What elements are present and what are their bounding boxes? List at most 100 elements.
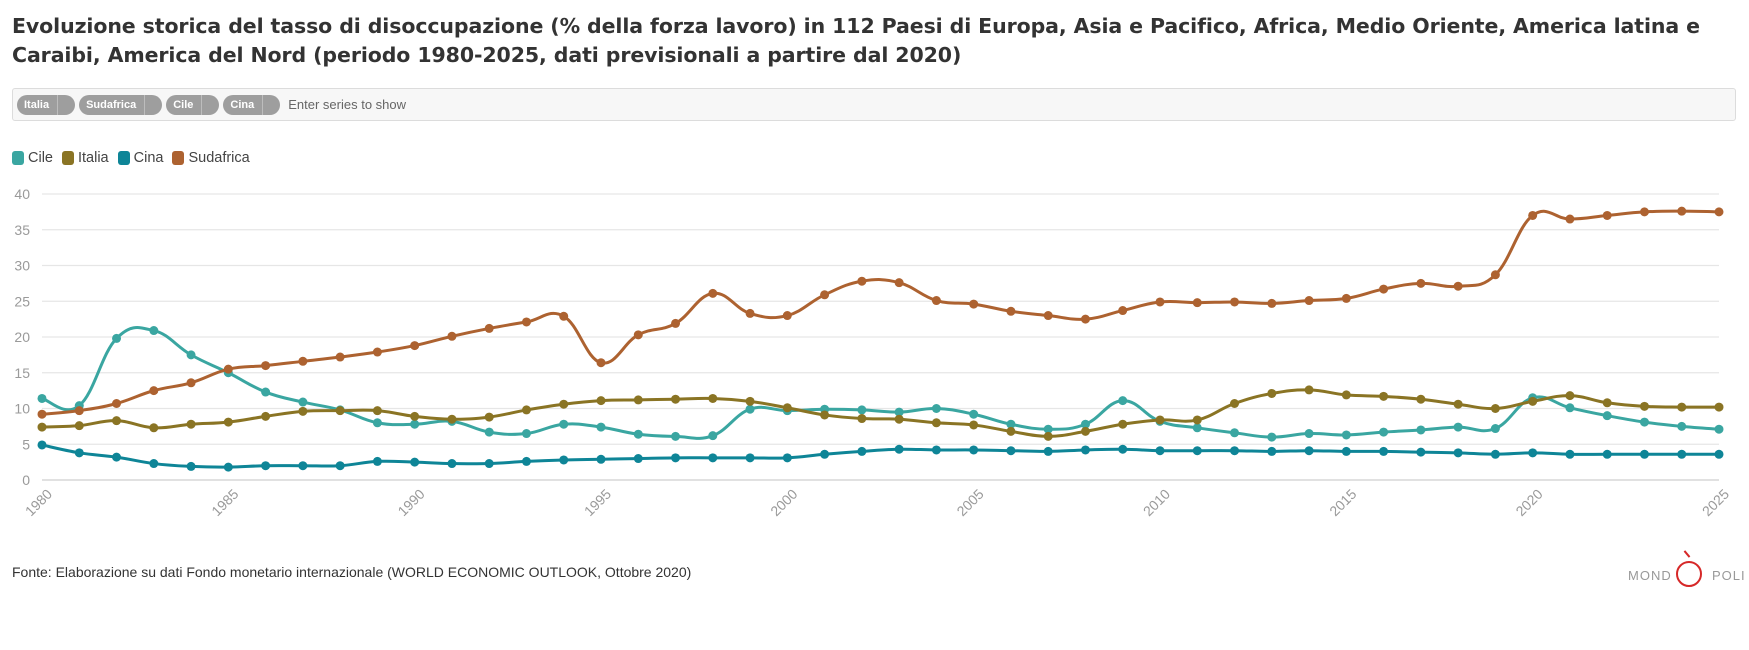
data-point-sudafrica [447,331,457,341]
series-chip-label: Sudafrica [86,98,137,111]
x-tick-label: 1980 [22,486,55,519]
data-point-cina [1677,449,1687,459]
data-point-sudafrica [521,317,531,327]
data-point-sudafrica [372,347,382,357]
data-point-sudafrica [1714,207,1724,217]
series-chip-cina[interactable]: Cina [223,94,281,115]
data-point-cile [1118,396,1128,406]
x-tick-label: 2000 [767,486,800,519]
data-point-cile [745,404,755,414]
data-point-cile [1714,424,1724,434]
y-tick-label: 20 [14,329,30,345]
data-point-cile [1043,424,1053,434]
series-search-input[interactable] [284,97,593,112]
x-tick-label: 1990 [394,486,427,519]
legend-item-italia[interactable]: Italia [61,150,109,166]
legend-item-cina[interactable]: Cina [117,150,164,166]
data-point-cina [484,459,494,469]
data-point-italia [372,406,382,416]
data-point-sudafrica [708,288,718,298]
data-point-sudafrica [298,356,308,366]
data-point-cile [671,431,681,441]
data-point-italia [186,419,196,429]
x-tick-label: 2010 [1140,486,1173,519]
data-point-sudafrica [559,311,569,321]
data-point-sudafrica [1379,284,1389,294]
series-chip-italia[interactable]: Italia [17,94,76,115]
data-point-italia [857,414,867,424]
legend-label: Cina [133,150,164,166]
x-tick-label: 1985 [208,486,241,519]
data-point-sudafrica [931,296,941,306]
data-point-cina [335,461,345,471]
data-point-italia [596,396,606,406]
remove-chip-button[interactable] [57,94,75,115]
data-point-cina [1341,446,1351,456]
data-point-cile [410,419,420,429]
data-point-cina [782,453,792,463]
data-point-cile [1602,411,1612,421]
data-point-italia [149,423,159,433]
data-point-cile [1453,422,1463,432]
data-point-sudafrica [1528,210,1538,220]
data-point-sudafrica [1006,306,1016,316]
series-line-sudafrica [40,209,1721,416]
data-point-italia [74,421,84,431]
series-chip-cile[interactable]: Cile [166,94,220,115]
data-point-cina [149,459,159,469]
data-point-cile [633,429,643,439]
remove-chip-button[interactable] [144,94,162,115]
data-point-sudafrica [1602,210,1612,220]
logo-text-left: MOND [1628,568,1672,583]
x-tick-label: 2025 [1699,486,1732,519]
data-point-italia [1677,402,1687,412]
legend-label: Sudafrica [188,150,250,166]
legend-item-cile[interactable]: Cile [12,150,53,166]
data-point-italia [1714,402,1724,412]
data-point-sudafrica [1565,214,1575,224]
data-point-sudafrica [149,386,159,396]
data-point-cina [820,449,830,459]
data-point-italia [1304,385,1314,395]
data-point-italia [1267,388,1277,398]
data-point-cina [596,454,606,464]
x-tick-label: 2015 [1326,486,1359,519]
data-point-sudafrica [894,278,904,288]
data-point-cile [112,333,122,343]
data-point-cile [372,418,382,428]
data-point-sudafrica [1155,297,1165,307]
data-point-cile [969,409,979,419]
data-point-cina [186,461,196,471]
y-tick-label: 10 [14,401,30,417]
data-point-italia [969,420,979,430]
remove-chip-button[interactable] [262,94,280,115]
data-point-cile [1379,427,1389,437]
data-point-cile [37,393,47,403]
data-point-cina [745,453,755,463]
y-tick-label: 35 [14,222,30,238]
data-point-italia [1379,391,1389,401]
series-chip-sudafrica[interactable]: Sudafrica [79,94,163,115]
data-point-cina [708,453,718,463]
data-point-cile [1341,430,1351,440]
data-point-cile [894,407,904,417]
data-point-italia [894,414,904,424]
data-point-sudafrica [745,308,755,318]
data-point-sudafrica [223,364,233,374]
data-point-cile [1490,424,1500,434]
legend-label: Cile [28,150,53,166]
data-point-cile [1304,429,1314,439]
x-tick-label: 2020 [1512,486,1545,519]
legend-item-sudafrica[interactable]: Sudafrica [172,150,250,166]
series-selector[interactable]: Italia Sudafrica Cile Cina [12,88,1736,121]
data-point-cina [1192,446,1202,456]
data-point-italia [1080,426,1090,436]
data-point-sudafrica [782,311,792,321]
data-point-cina [521,456,531,466]
data-point-cina [447,459,457,469]
data-point-cile [931,404,941,413]
data-point-cina [1043,446,1053,456]
remove-chip-button[interactable] [201,94,219,115]
data-point-sudafrica [1416,278,1426,288]
data-point-sudafrica [1453,281,1463,291]
